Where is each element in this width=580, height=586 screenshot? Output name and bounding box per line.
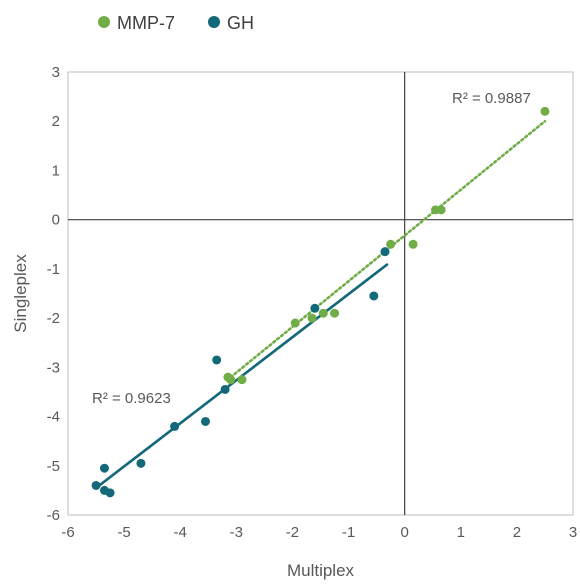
y-tick-label: -1 (47, 261, 60, 278)
legend-label-mmp-7: MMP-7 (117, 13, 175, 33)
x-tick-label: -4 (174, 524, 187, 541)
x-tick-label: -2 (286, 524, 299, 541)
data-point-mmp-7 (318, 308, 328, 318)
y-axis-title: Singleplex (11, 254, 30, 333)
data-point-gh (200, 416, 210, 426)
x-tick-label: 1 (457, 524, 465, 541)
data-point-gh (380, 247, 390, 257)
data-point-mmp-7 (307, 313, 317, 323)
legend-marker-mmp-7 (98, 16, 110, 28)
data-point-gh (170, 421, 180, 431)
data-point-mmp-7 (223, 372, 233, 382)
data-point-mmp-7 (330, 308, 340, 318)
data-point-mmp-7 (237, 375, 247, 385)
y-tick-label: 0 (52, 212, 60, 229)
data-point-mmp-7 (386, 239, 396, 249)
axes: -6 -5 -4 -3 -2 -1 0 1 2 3 3 2 1 0 -1 -2 -3 -4 -5 -6 Multiple… (11, 64, 577, 580)
x-tick-label: 0 (400, 524, 408, 541)
x-tick-label: 2 (513, 524, 521, 541)
data-point-gh (136, 458, 146, 468)
y-tick-label: -2 (47, 310, 60, 327)
y-tick-label: 2 (52, 113, 60, 130)
x-tick-label: -3 (230, 524, 243, 541)
y-tick-label: 3 (52, 64, 60, 81)
plot-border (67, 71, 574, 516)
x-tick-label: 3 (569, 524, 577, 541)
trendlines (95, 119, 547, 489)
annotations: R² = 0.9887 R² = 0.9623 (92, 90, 531, 407)
x-axis-title: Multiplex (287, 561, 355, 580)
data-points (91, 106, 550, 498)
data-point-gh (310, 303, 320, 313)
data-point-gh (220, 384, 230, 394)
legend: MMP-7 GH (98, 13, 254, 33)
r2-label-mmp-7: R² = 0.9887 (452, 90, 531, 107)
y-tick-label: -3 (47, 359, 60, 376)
x-tick-label: -6 (61, 524, 74, 541)
y-tick-label: 1 (52, 162, 60, 179)
r2-label-gh: R² = 0.9623 (92, 390, 171, 407)
x-tick-label: -1 (342, 524, 355, 541)
y-tick-label: -6 (47, 507, 60, 524)
y-tick-label: -5 (47, 458, 60, 475)
legend-label-gh: GH (227, 13, 254, 33)
data-point-gh (212, 355, 222, 365)
data-point-gh (91, 480, 101, 490)
data-point-gh (369, 291, 379, 301)
data-point-gh (99, 463, 109, 473)
data-point-mmp-7 (290, 318, 300, 328)
x-tick-label: -5 (117, 524, 130, 541)
y-tick-label: -4 (47, 409, 60, 426)
data-point-mmp-7 (436, 205, 446, 215)
data-point-gh (105, 488, 115, 498)
data-point-mmp-7 (408, 239, 418, 249)
legend-marker-gh (208, 16, 220, 28)
data-point-mmp-7 (540, 106, 550, 116)
